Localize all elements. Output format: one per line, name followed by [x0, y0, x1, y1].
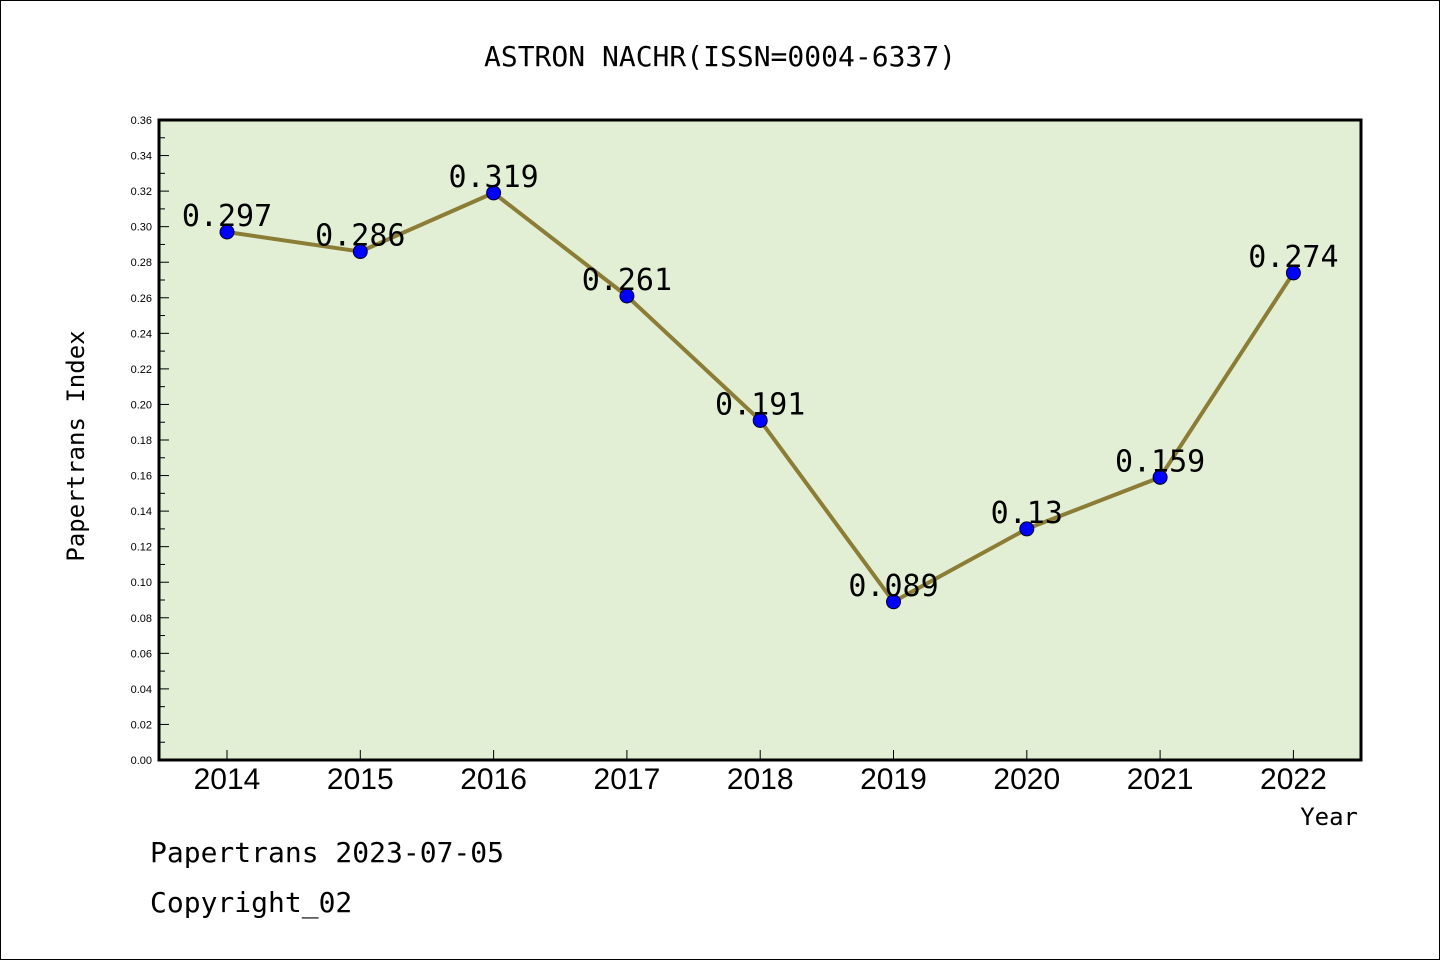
y-tick-label: 0.26 — [131, 293, 152, 305]
data-label: 0.13 — [991, 496, 1063, 531]
x-tick-label: 2020 — [993, 763, 1060, 796]
data-label: 0.274 — [1248, 240, 1338, 275]
y-tick-label: 0.36 — [131, 115, 152, 127]
y-tick-label: 0.12 — [131, 542, 152, 554]
chart-title: ASTRON NACHR(ISSN=0004-6337) — [484, 40, 956, 73]
y-tick-label: 0.14 — [131, 506, 152, 518]
y-tick-label: 0.08 — [131, 613, 152, 625]
x-tick-label: 2018 — [727, 763, 794, 796]
y-tick-label: 0.28 — [131, 257, 152, 269]
x-tick-label: 2014 — [194, 763, 261, 796]
x-axis-title: Year — [1300, 803, 1358, 831]
footer-copyright: Copyright_02 — [150, 886, 353, 919]
plot-area — [157, 118, 1363, 762]
data-label: 0.159 — [1115, 444, 1205, 479]
x-tick-label: 2021 — [1127, 763, 1194, 796]
x-tick-label: 2016 — [460, 763, 527, 796]
footer-date: Papertrans 2023-07-05 — [150, 836, 505, 869]
y-tick-label: 0.04 — [131, 684, 152, 696]
data-label: 0.261 — [582, 263, 672, 298]
x-tick-label: 2022 — [1260, 763, 1327, 796]
data-label: 0.089 — [848, 569, 938, 604]
y-tick-label: 0.30 — [131, 222, 152, 234]
data-label: 0.286 — [315, 219, 405, 254]
data-point — [1152, 469, 1168, 485]
data-label: 0.319 — [448, 160, 538, 195]
data-point — [219, 224, 235, 240]
data-point — [752, 412, 768, 428]
data-point — [352, 244, 368, 260]
y-tick-label: 0.22 — [131, 364, 152, 376]
y-tick-label: 0.06 — [131, 648, 152, 660]
y-axis-title: Papertrans Index — [62, 330, 90, 561]
x-tick-label: 2017 — [594, 763, 661, 796]
y-tick-label: 0.18 — [131, 435, 152, 447]
y-tick-label: 0.10 — [131, 577, 152, 589]
y-tick-label: 0.16 — [131, 471, 152, 483]
data-point — [1285, 265, 1301, 281]
y-tick-label: 0.02 — [131, 719, 152, 731]
data-point — [486, 185, 502, 201]
y-tick-label: 0.00 — [131, 755, 152, 767]
y-tick-label: 0.24 — [131, 328, 152, 340]
x-tick-label: 2019 — [860, 763, 927, 796]
y-axis: 0.00 0.02 0.04 0.06 0.08 0.10 0.12 0.14 0.16 0.18… — [131, 115, 169, 767]
series-group: 0.297 0.286 0.319 0.261 0.191 0.089 0.13 0.159 0… — [182, 160, 1339, 610]
data-label: 0.191 — [715, 387, 805, 422]
data-point — [619, 288, 635, 304]
data-point — [886, 594, 901, 610]
y-tick-label: 0.32 — [131, 186, 152, 198]
y-tick-label: 0.20 — [131, 399, 152, 411]
x-tick-label: 2015 — [327, 763, 394, 796]
data-point — [1019, 521, 1035, 537]
data-label: 0.297 — [182, 199, 272, 234]
x-axis: 2014 2015 2016 2017 2018 2019 2020 2021 2022 — [194, 750, 1327, 796]
y-tick-label: 0.34 — [131, 151, 152, 163]
